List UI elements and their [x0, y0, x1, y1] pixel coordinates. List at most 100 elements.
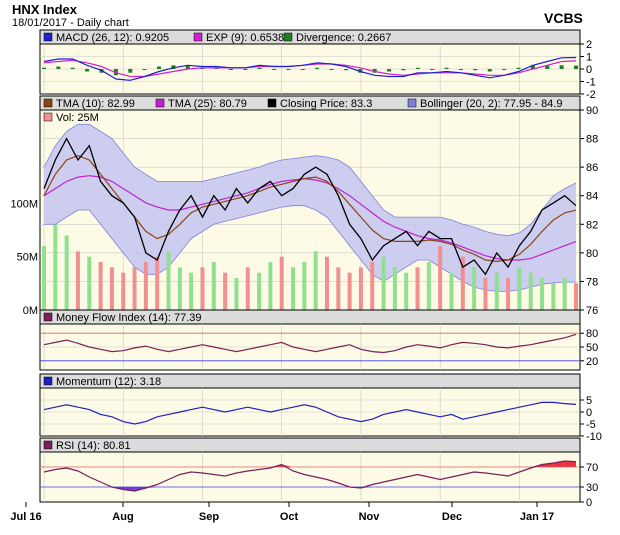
volume-bar — [257, 272, 262, 310]
volume-bar — [358, 267, 363, 310]
volume-bar — [483, 278, 488, 310]
divergence-bar — [42, 67, 46, 69]
divergence-bar — [559, 65, 564, 69]
volume-bar — [121, 272, 126, 310]
divergence-bar — [458, 69, 463, 70]
rsi-panel — [39, 451, 581, 503]
volume-tick-label: 0M — [23, 305, 38, 317]
mfi-y-tick-label: 20 — [586, 356, 598, 368]
volume-bar — [109, 267, 114, 310]
divergence-bar — [85, 69, 90, 72]
volume-bar — [166, 251, 171, 310]
volume-bar — [460, 256, 465, 310]
volume-bar — [245, 267, 250, 310]
volume-bar — [279, 256, 284, 310]
volume-bar — [75, 251, 80, 310]
divergence-bar — [257, 67, 262, 69]
volume-tick-label: 50M — [17, 252, 38, 264]
rsi-y-tick-label: 0 — [586, 497, 592, 509]
rsi-overbought-fill — [564, 461, 576, 467]
divergence-bar — [502, 69, 507, 70]
divergence-bar — [545, 65, 550, 69]
volume-bar — [472, 267, 477, 310]
mfi-y-tick-label: 80 — [586, 328, 598, 340]
momentum-y-tick-label: 5 — [586, 395, 592, 407]
divergence-bar — [343, 69, 348, 71]
price-y-tick-label: 88 — [586, 134, 598, 146]
volume-bar — [336, 267, 341, 310]
legend-label: Closing Price: 83.3 — [280, 98, 372, 110]
legend-swatch — [43, 112, 53, 122]
volume-bar — [528, 272, 533, 310]
price-y-tick-label: 78 — [586, 276, 598, 288]
divergence-bar — [372, 69, 377, 73]
price-y-tick-label: 76 — [586, 305, 598, 317]
divergence-bar — [329, 69, 334, 70]
legend-swatch — [43, 440, 53, 450]
x-tick-label: Sep — [199, 511, 219, 523]
chart-subtitle: 18/01/2017 - Daily chart — [12, 17, 129, 29]
volume-bar — [42, 246, 46, 310]
mfi-y-tick-label: 50 — [586, 342, 598, 354]
volume-bar — [404, 272, 409, 310]
divergence-bar — [185, 65, 190, 69]
divergence-bar — [401, 69, 406, 71]
macd-line — [43, 56, 577, 81]
divergence-bar — [315, 67, 320, 69]
divergence-bar — [487, 69, 492, 72]
divergence-bar — [516, 67, 521, 69]
price-y-tick-label: 84 — [586, 191, 598, 203]
legend-swatch — [43, 32, 53, 42]
volume-bar — [313, 251, 318, 310]
divergence-bar — [530, 65, 535, 69]
legend-swatch — [193, 32, 203, 42]
volume-bar — [438, 246, 443, 310]
volume-bar — [517, 267, 522, 310]
volume-bar — [53, 224, 58, 310]
divergence-bar — [171, 65, 176, 69]
volume-bar — [324, 256, 329, 310]
divergence-bar — [70, 67, 75, 69]
volume-bar — [132, 267, 137, 310]
divergence-bar — [228, 69, 233, 70]
price-y-tick-label: 80 — [586, 248, 598, 260]
legend-label: Bollinger (20, 2): 77.95 - 84.9 — [420, 98, 562, 110]
divergence-bar — [243, 69, 248, 70]
volume-bar — [200, 267, 205, 310]
divergence-bar — [574, 65, 578, 69]
volume-bar — [494, 272, 499, 310]
legend-swatch — [155, 98, 165, 108]
volume-bar — [234, 278, 239, 310]
rsi-overbought-fill — [542, 463, 554, 467]
volume-bar — [392, 267, 397, 310]
bollinger-band — [44, 124, 576, 292]
volume-bar — [506, 278, 511, 310]
volume-bar — [551, 283, 556, 310]
volume-bar — [415, 267, 420, 310]
divergence-bar — [128, 69, 133, 73]
x-tick-label: Jul 16 — [10, 511, 41, 523]
price-y-tick-label: 82 — [586, 219, 598, 231]
x-tick-label: Nov — [359, 511, 381, 523]
x-tick-label: Oct — [280, 511, 299, 523]
volume-bar — [302, 262, 307, 310]
divergence-bar — [272, 69, 277, 70]
rsi-overbought-fill — [553, 461, 565, 467]
close-price-line — [43, 137, 577, 276]
momentum-y-tick-label: -10 — [586, 431, 602, 443]
volume-bar — [64, 235, 69, 310]
volume-bar — [562, 278, 567, 310]
macd-y-tick-label: 0 — [586, 64, 592, 76]
momentum-y-tick-label: -5 — [586, 419, 596, 431]
legend-label: Money Flow Index (14): 77.39 — [56, 312, 202, 324]
momentum-y-tick-label: 0 — [586, 407, 592, 419]
x-tick-label: Aug — [112, 511, 133, 523]
volume-bar — [381, 256, 386, 310]
legend-swatch — [283, 32, 293, 42]
volume-bar — [211, 262, 216, 310]
volume-bar — [98, 262, 103, 310]
legend-label: MACD (26, 12): 0.9205 — [56, 32, 169, 44]
x-tick-label: Jan 17 — [520, 511, 554, 523]
